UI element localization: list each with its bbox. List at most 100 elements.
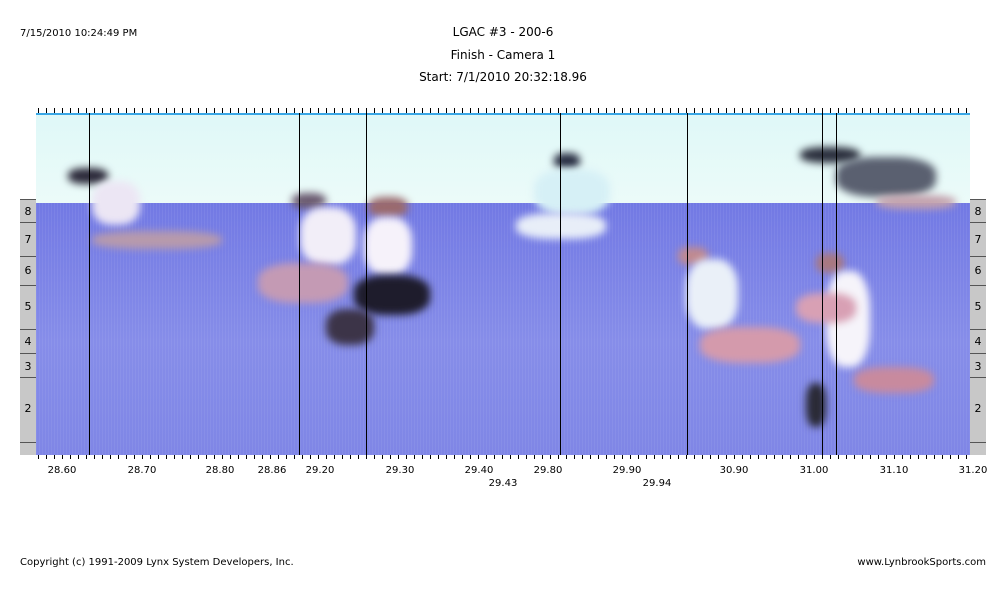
axis-tick	[222, 455, 223, 459]
axis-tick	[542, 455, 543, 459]
time-cursor[interactable]	[89, 113, 90, 455]
ruler-tick	[54, 108, 55, 113]
axis-tick	[830, 455, 831, 459]
axis-tick	[174, 455, 175, 459]
time-cursor[interactable]	[822, 113, 823, 455]
axis-tick	[182, 455, 183, 459]
axis-tick	[790, 455, 791, 459]
ruler-tick	[502, 108, 503, 113]
ruler-tick	[830, 108, 831, 113]
axis-tick	[70, 455, 71, 459]
axis-tick	[438, 455, 439, 459]
ruler-tick	[182, 108, 183, 113]
ruler-tick	[230, 108, 231, 113]
axis-tick	[286, 455, 287, 459]
axis-tick	[894, 455, 895, 459]
axis-tick	[254, 455, 255, 459]
axis-tick	[774, 455, 775, 459]
axis-tick	[310, 455, 311, 459]
axis-tick	[414, 455, 415, 459]
ruler-tick	[582, 108, 583, 113]
ruler-tick	[894, 108, 895, 113]
ruler-tick	[366, 108, 367, 113]
time-cursor[interactable]	[366, 113, 367, 455]
ruler-tick	[534, 108, 535, 113]
ruler-tick	[726, 108, 727, 113]
ruler-tick	[646, 108, 647, 113]
ruler-tick	[134, 108, 135, 113]
axis-tick	[734, 455, 735, 459]
axis-tick	[878, 455, 879, 459]
axis-tick	[918, 455, 919, 459]
ruler-tick	[678, 108, 679, 113]
ruler-tick	[846, 108, 847, 113]
ruler-tick	[222, 108, 223, 113]
ruler-tick	[806, 108, 807, 113]
axis-tick	[454, 455, 455, 459]
axis-tick	[406, 455, 407, 459]
axis-tick	[718, 455, 719, 459]
time-cursor[interactable]	[836, 113, 837, 455]
ruler-tick	[270, 108, 271, 113]
ruler-tick	[526, 108, 527, 113]
time-cursor[interactable]	[299, 113, 300, 455]
lane-number: 8	[974, 205, 982, 218]
axis-tick	[270, 455, 271, 459]
lane-strip-left: 8 7 6 5 4 3 2	[20, 199, 36, 455]
ruler-tick	[174, 108, 175, 113]
ruler-tick	[910, 108, 911, 113]
ruler-tick	[478, 108, 479, 113]
axis-tick	[766, 455, 767, 459]
axis-tick	[230, 455, 231, 459]
axis-tick	[342, 455, 343, 459]
axis-tick	[478, 455, 479, 459]
ruler-tick	[878, 108, 879, 113]
axis-label: 30.90	[719, 465, 749, 476]
axis-tick	[326, 455, 327, 459]
axis-tick	[934, 455, 935, 459]
camera-label: Finish - Camera 1	[450, 48, 556, 62]
time-cursor[interactable]	[687, 113, 688, 455]
axis-tick	[366, 455, 367, 459]
axis-tick	[494, 455, 495, 459]
ruler-tick	[382, 108, 383, 113]
ruler-tick	[854, 108, 855, 113]
lane-number: 6	[24, 264, 32, 277]
lane-strip-right: 8 7 6 5 4 3 2	[970, 199, 986, 455]
axis-tick	[190, 455, 191, 459]
ruler-tick	[286, 108, 287, 113]
ruler-tick	[86, 108, 87, 113]
ruler-tick	[950, 108, 951, 113]
axis-tick	[318, 455, 319, 459]
ruler-tick	[198, 108, 199, 113]
axis-tick	[574, 455, 575, 459]
ruler-tick	[862, 108, 863, 113]
ruler-tick	[686, 108, 687, 113]
ruler-tick	[422, 108, 423, 113]
ruler-tick	[590, 108, 591, 113]
axis-tick	[446, 455, 447, 459]
website-link[interactable]: www.LynbrookSports.com	[857, 557, 986, 568]
axis-tick	[942, 455, 943, 459]
axis-tick	[598, 455, 599, 459]
axis-label: 29.30	[385, 465, 415, 476]
axis-tick	[462, 455, 463, 459]
race-start-time: Start: 7/1/2010 20:32:18.96	[419, 70, 587, 84]
axis-tick	[726, 455, 727, 459]
ruler-tick	[694, 108, 695, 113]
axis-tick	[374, 455, 375, 459]
axis-label: 29.90	[612, 465, 642, 476]
ruler-tick	[510, 108, 511, 113]
axis-tick	[518, 455, 519, 459]
axis-tick	[158, 455, 159, 459]
axis-tick	[846, 455, 847, 459]
axis-tick	[630, 455, 631, 459]
time-cursor[interactable]	[560, 113, 561, 455]
axis-tick	[710, 455, 711, 459]
axis-tick	[102, 455, 103, 459]
ruler-tick	[774, 108, 775, 113]
axis-tick	[246, 455, 247, 459]
ruler-tick	[630, 108, 631, 113]
axis-tick	[638, 455, 639, 459]
ruler-tick	[46, 108, 47, 113]
